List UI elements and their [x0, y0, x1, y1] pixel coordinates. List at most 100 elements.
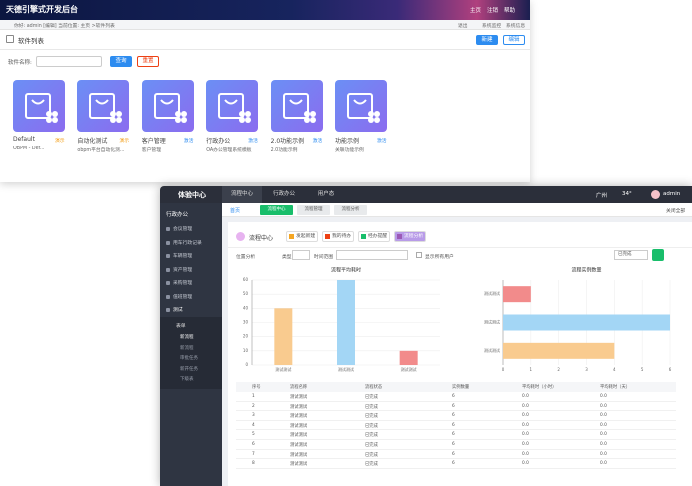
bag-icon: [218, 93, 252, 123]
side-dot: [166, 240, 170, 245]
page-icon: [6, 35, 14, 43]
action-button[interactable]: 我的待办: [322, 231, 354, 242]
app-card-icon[interactable]: [206, 80, 259, 132]
y-tick-label: 测试测试: [484, 347, 500, 353]
table-cell: 测试测试: [290, 414, 308, 420]
tab-chip[interactable]: 流程中心: [260, 205, 293, 215]
app-card-icon[interactable]: [270, 80, 323, 132]
app-name[interactable]: 行政办公: [206, 138, 231, 145]
chart-title: 流程实例数量: [571, 267, 601, 274]
x-tick-label: 测试测试: [401, 366, 417, 372]
nav-item[interactable]: 流程中心: [222, 186, 262, 203]
app-name[interactable]: 自动化测试: [77, 138, 108, 145]
table-cell: 6: [452, 451, 455, 457]
search-input[interactable]: [36, 56, 102, 67]
content-panel: 流程中心 发起新建 我的待办 经办提醒 流程分析 位置分析 类型 时间范围 显示所有用户 已完成序…: [228, 222, 692, 486]
tool-link[interactable]: 系统信息: [506, 24, 526, 29]
y-tick-label: 40: [243, 305, 249, 310]
select[interactable]: [292, 250, 310, 260]
table-cell: 6: [452, 403, 455, 409]
software-list-window: 天德引擎式开发后台 主页 注销 帮助 你好: admin [编辑] 当前位置: 主页 >…: [0, 0, 530, 182]
side-item[interactable]: 采购管理: [173, 281, 193, 286]
bar: [337, 280, 355, 365]
x-tick-label: 5: [641, 367, 644, 372]
y-tick-label: 10: [243, 348, 249, 353]
bar: [399, 350, 418, 365]
app-tag: 激活: [312, 139, 323, 144]
side-dot: [166, 281, 170, 285]
table-cell: 6: [452, 422, 455, 428]
app-card-icon[interactable]: [13, 80, 65, 132]
y-tick-label: 20: [243, 334, 249, 339]
table-cell: 6: [252, 442, 255, 447]
submenu-item[interactable]: 下级表: [180, 377, 194, 382]
table-cell: 测试测试: [290, 423, 308, 429]
tool-link[interactable]: 系统监控: [482, 24, 502, 29]
app-name[interactable]: Default: [13, 136, 35, 143]
table-cell: 0.0: [600, 394, 607, 399]
table-row: 4 测试测试 已完成 6 0.0 0.0: [236, 421, 676, 431]
checkbox[interactable]: [416, 252, 422, 258]
table-cell: 6: [452, 442, 455, 447]
table-cell: 0.0: [600, 432, 607, 438]
divider: [0, 49, 530, 50]
temperature: 34°: [622, 191, 632, 197]
app-card-icon[interactable]: [335, 80, 387, 132]
table-cell: 0.0: [522, 442, 529, 447]
top-link[interactable]: 主页: [470, 8, 482, 14]
submenu-item[interactable]: 新流程: [180, 345, 194, 351]
side-dot: [166, 254, 170, 258]
action-button[interactable]: 流程分析: [394, 231, 426, 242]
status-select[interactable]: 已完成: [614, 250, 648, 260]
button[interactable]: 新建: [476, 35, 498, 45]
checkbox-label: 显示所有用户: [425, 255, 454, 260]
side-item[interactable]: 测试: [173, 308, 183, 313]
user[interactable]: admin: [663, 191, 681, 197]
app-name[interactable]: 2.0功能示例: [270, 138, 305, 145]
side-item[interactable]: 资产管理: [173, 267, 193, 273]
home-link[interactable]: 首页: [230, 208, 241, 214]
submenu-item[interactable]: 新流程: [180, 335, 194, 340]
city: 广州: [596, 193, 608, 199]
table-cell: 已完成: [365, 443, 378, 448]
app-card-icon[interactable]: [77, 80, 130, 132]
button[interactable]: 编辑: [503, 35, 525, 45]
app-desc: 客户管理: [141, 148, 161, 153]
bag-icon: [25, 93, 58, 123]
button[interactable]: 重置: [137, 56, 159, 67]
tool-link[interactable]: 退出: [458, 24, 468, 29]
date-range[interactable]: [336, 250, 408, 260]
action-icon: [325, 234, 330, 239]
x-tick-label: 2: [557, 367, 560, 372]
x-tick-label: 测试测试: [338, 366, 354, 372]
side-item[interactable]: 用车行政记录: [173, 240, 202, 246]
submenu-item[interactable]: 新开任务: [180, 366, 198, 372]
action-button[interactable]: 经办提醒: [358, 231, 390, 242]
submenu-item[interactable]: 审批任务: [180, 356, 198, 361]
top-link[interactable]: 注销: [487, 8, 499, 14]
side-item[interactable]: 值班管理: [173, 294, 193, 300]
top-link[interactable]: 帮助: [504, 8, 516, 14]
y-tick-label: 50: [243, 291, 249, 296]
nav-item[interactable]: 用户态: [317, 191, 335, 197]
table-row: 5 测试测试 已完成 6 0.0 0.0: [236, 430, 676, 440]
app-desc: 关联功能示例: [335, 148, 364, 153]
portal-window: 体验中心 流程中心 行政办公 用户态 广州 34° admin 行政办公 会议管理 用车行政记录车…: [160, 186, 692, 486]
bar: [503, 286, 531, 303]
table-cell: 已完成: [365, 414, 378, 420]
submenu-title[interactable]: 表单: [176, 324, 186, 329]
button[interactable]: 查询: [110, 56, 132, 67]
app-name[interactable]: 功能示例: [335, 138, 360, 145]
app-desc: OBPM - Def...: [13, 146, 45, 151]
app-name[interactable]: 客户管理: [141, 138, 166, 145]
side-item[interactable]: 会议管理: [173, 227, 193, 232]
side-item[interactable]: 车辆管理: [173, 254, 193, 259]
action-button[interactable]: 发起新建: [286, 231, 318, 242]
tab-chip[interactable]: 流程分析: [334, 205, 367, 215]
tab-chip[interactable]: 流程管理: [297, 205, 330, 215]
app-card-icon[interactable]: [141, 80, 194, 132]
close-all[interactable]: 关闭全部: [666, 209, 686, 214]
search-button[interactable]: [652, 249, 664, 261]
nav-item[interactable]: 行政办公: [272, 191, 295, 197]
y-tick-label: 30: [243, 320, 249, 325]
